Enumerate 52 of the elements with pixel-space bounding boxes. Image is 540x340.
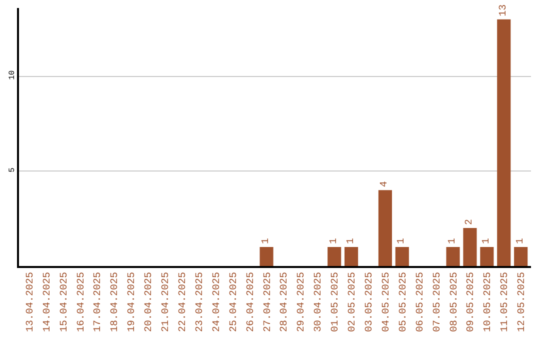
x-tick-label: 08.05.2025	[449, 272, 460, 332]
x-tick-label: 22.04.2025	[178, 272, 189, 332]
x-tick-label: 05.05.2025	[398, 272, 410, 332]
x-tick-label: 13.04.2025	[25, 272, 36, 332]
x-tick-label: 01.05.2025	[330, 272, 342, 332]
y-tick-label: 5	[8, 167, 17, 172]
data-label: 1	[481, 238, 492, 244]
x-tick-label: 02.05.2025	[348, 272, 359, 332]
bar	[260, 247, 274, 266]
x-tick-label: 29.04.2025	[296, 272, 308, 332]
x-tick-label: 25.04.2025	[228, 272, 240, 332]
x-tick-label: 28.04.2025	[280, 272, 291, 332]
x-tick-label: 15.04.2025	[59, 272, 70, 332]
x-tick-label: 18.04.2025	[110, 272, 122, 332]
x-tick-label: 24.04.2025	[212, 272, 223, 332]
x-tick-label: 10.05.2025	[483, 272, 494, 332]
bar	[463, 228, 477, 266]
data-label: 1	[261, 238, 272, 244]
bar	[480, 247, 494, 266]
data-label: 1	[396, 238, 408, 244]
x-tick-label: 20.04.2025	[144, 272, 156, 332]
x-tick-label: 07.05.2025	[432, 272, 444, 332]
x-tick-label: 27.04.2025	[262, 272, 274, 332]
x-tick-label: 21.04.2025	[161, 272, 172, 332]
x-tick-label: 09.05.2025	[466, 272, 478, 332]
data-label: 13	[498, 4, 510, 16]
bar	[497, 19, 511, 266]
x-tick-label: 03.05.2025	[364, 272, 376, 332]
bar	[378, 190, 392, 266]
x-tick-label: 30.04.2025	[314, 272, 325, 332]
x-tick-label: 06.05.2025	[415, 272, 426, 332]
data-label: 1	[515, 238, 526, 244]
x-tick-label: 16.04.2025	[76, 272, 88, 332]
x-tick-label: 19.04.2025	[127, 272, 138, 332]
x-tick-label: 23.04.2025	[194, 272, 206, 332]
bar	[514, 247, 528, 266]
x-tick-label: 12.05.2025	[517, 272, 528, 332]
bar	[446, 247, 460, 266]
bar	[344, 247, 358, 266]
y-tick-label: 10	[8, 70, 17, 80]
data-label: 1	[346, 238, 357, 244]
bar	[328, 247, 342, 266]
bar	[395, 247, 409, 266]
x-tick-label: 14.04.2025	[42, 272, 54, 332]
x-tick-label: 04.05.2025	[381, 272, 392, 332]
x-tick-label: 17.04.2025	[93, 272, 104, 332]
x-tick-label: 26.04.2025	[246, 272, 257, 332]
data-label: 2	[464, 219, 476, 226]
data-label: 1	[328, 238, 340, 244]
data-label: 4	[380, 181, 391, 188]
x-tick-label: 11.05.2025	[500, 272, 512, 332]
data-label: 1	[448, 238, 459, 244]
